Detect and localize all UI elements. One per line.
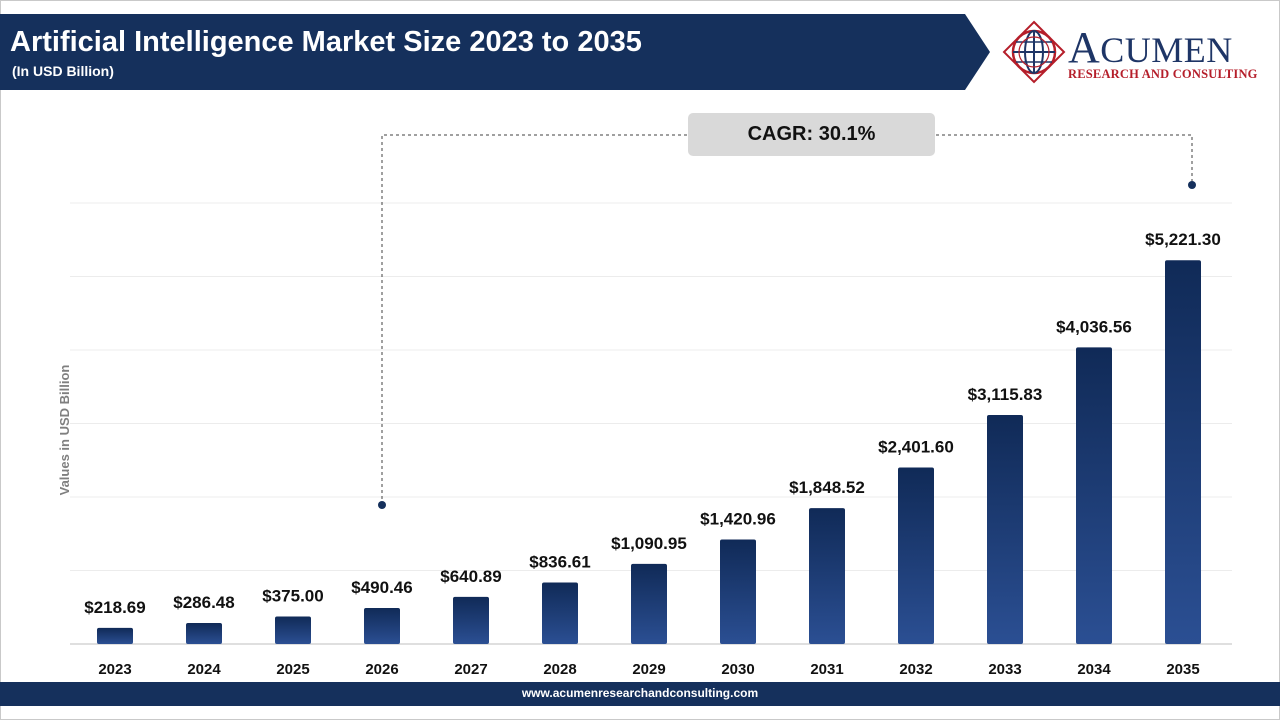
bar-2033 [987,414,1023,644]
data-label-2029: $1,090.95 [611,534,687,553]
logo-tagline: RESEARCH AND CONSULTING [1068,67,1258,81]
bar-2024 [186,622,222,644]
cagr-callout: CAGR: 30.1% [688,113,935,156]
footer-bar: www.acumenresearchandconsulting.com [0,682,1280,706]
data-label-2032: $2,401.60 [878,437,954,456]
x-tick-label-2028: 2028 [543,661,576,678]
x-tick-label-2026: 2026 [365,661,398,678]
footer-url[interactable]: www.acumenresearchandconsulting.com [521,686,759,700]
bar-2023 [97,627,133,644]
page-subtitle: (In USD Billion) [12,63,114,79]
x-tick-label-2033: 2033 [988,661,1021,678]
data-label-2030: $1,420.96 [700,510,776,529]
bar-2026 [364,607,400,644]
x-tick-label-2032: 2032 [899,661,932,678]
page-title: Artificial Intelligence Market Size 2023… [10,26,642,58]
bar-2030 [720,539,756,644]
data-label-2027: $640.89 [440,567,501,586]
bar-2035 [1165,260,1201,644]
x-tick-label-2030: 2030 [721,661,754,678]
data-label-2025: $375.00 [262,586,323,605]
data-label-2028: $836.61 [529,553,590,572]
bar-2031 [809,508,845,644]
bar-2025 [275,616,311,644]
gridlines [70,202,1232,571]
data-label-2023: $218.69 [84,598,145,617]
data-label-2033: $3,115.83 [968,385,1043,404]
logo-wordmark-rest: CUMEN [1100,30,1233,70]
x-tick-label-2031: 2031 [810,661,843,678]
bar-2029 [631,563,667,644]
bar-2034 [1076,347,1112,644]
data-label-2034: $4,036.56 [1056,317,1132,336]
x-tick-label-2023: 2023 [98,661,131,678]
cagr-label: CAGR: 30.1% [747,123,876,145]
connector-start-dot [378,501,386,509]
data-label-2031: $1,848.52 [789,478,865,497]
x-tick-label-2024: 2024 [187,661,221,678]
data-label-2026: $490.46 [351,578,412,597]
bars: $218.69 2023 $286.48 2024 $375.00 2025 $490.46… [84,230,1221,678]
globe-icon [1002,20,1066,84]
logo-wordmark-initial: A [1068,23,1101,72]
x-tick-label-2027: 2027 [454,661,487,678]
bar-2027 [453,596,489,644]
bar-2032 [898,467,934,644]
data-label-2024: $286.48 [173,593,234,612]
company-logo: ACUMEN RESEARCH AND CONSULTING [1000,18,1270,88]
x-tick-label-2025: 2025 [276,661,309,678]
logo-wordmark: ACUMEN [1068,26,1233,72]
bar-chart: Values in USD Billion $218.69 2023 $286.48… [57,134,1232,678]
bar-2028 [542,582,578,644]
header-band [0,14,990,90]
data-label-2035: $5,221.30 [1145,230,1221,249]
x-tick-label-2035: 2035 [1166,661,1199,678]
x-tick-label-2029: 2029 [632,661,665,678]
y-axis-label: Values in USD Billion [57,365,72,496]
x-tick-label-2034: 2034 [1077,661,1111,678]
connector-end-dot [1188,181,1196,189]
